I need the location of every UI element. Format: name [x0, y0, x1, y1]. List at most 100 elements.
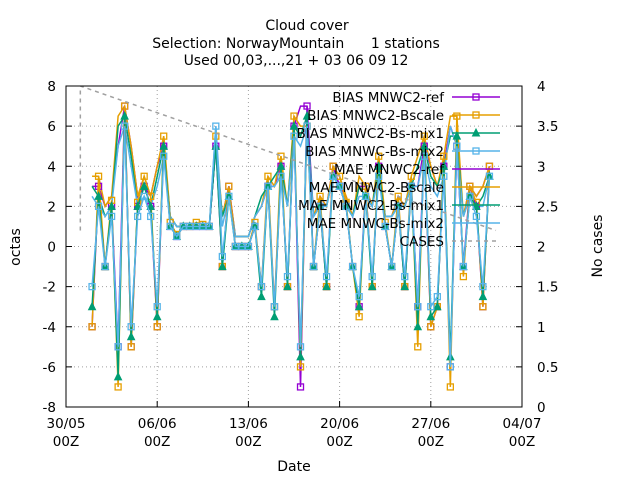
data-point	[375, 172, 383, 180]
axis-ticks: -8 -6 -4 -2 0 2 4 6 8 0 0.5 1 1.5 2 2.5 3 3.5 4 30/05 00Z 06…	[43, 79, 559, 450]
data-point	[152, 311, 162, 321]
x-tick-label-time: 00Z	[53, 434, 79, 450]
legend-entry-mae-mnwc2-bs-mix1: MAE MNWC2-Bs-mix1	[298, 198, 500, 214]
data-point	[355, 313, 363, 321]
legend: BIAS MNWC2-ref BIAS MNWC2-Bscale BIAS MNWC…	[297, 90, 500, 250]
data-point	[439, 161, 449, 170]
data-point	[433, 301, 442, 311]
data-point	[225, 192, 233, 200]
series-line	[91, 126, 491, 367]
data-point	[362, 192, 370, 200]
data-point	[218, 252, 226, 261]
data-point	[140, 172, 148, 180]
data-point	[257, 282, 266, 291]
x-tick-label-date: 27/06	[411, 416, 450, 432]
data-point	[127, 343, 135, 351]
data-point	[472, 111, 480, 119]
data-point	[283, 281, 292, 291]
x-tick-label-date: 13/06	[229, 416, 268, 432]
data-point	[472, 201, 481, 210]
data-point	[276, 161, 286, 170]
data-point	[420, 152, 428, 160]
data-point	[335, 182, 344, 190]
data-point	[114, 343, 122, 351]
data-point	[173, 232, 181, 241]
data-point	[479, 303, 487, 311]
data-point	[394, 202, 402, 211]
data-point	[147, 212, 155, 221]
data-point	[126, 331, 136, 341]
legend-entry-mae-mnwc-bs-mix2: MAE MNWC-Bs-mix2	[307, 216, 500, 232]
data-point	[414, 303, 422, 311]
data-point	[257, 291, 266, 301]
data-point	[113, 371, 123, 381]
data-point	[134, 212, 142, 221]
data-point	[427, 323, 435, 331]
data-point	[459, 262, 468, 271]
y-tick-label: 6	[47, 119, 56, 135]
x-tick-label-time: 00Z	[326, 434, 352, 450]
data-point	[277, 152, 285, 160]
data-point	[290, 112, 298, 120]
data-point	[160, 152, 168, 160]
data-point	[479, 282, 487, 291]
data-point	[472, 147, 480, 155]
legend-entry-bias-mnwc2-bscale: BIAS MNWC2-Bscale	[307, 108, 500, 124]
series-cases	[79, 86, 497, 232]
data-point	[296, 383, 305, 391]
series-line	[79, 86, 497, 232]
data-point	[146, 201, 155, 210]
data-point	[153, 323, 161, 331]
data-point	[478, 291, 488, 301]
legend-entry-mae-mnwc2-ref: MAE MNWC2-ref	[334, 162, 500, 178]
data-point	[303, 102, 311, 110]
legend-label: BIAS MNWC2-ref	[332, 90, 445, 106]
series-bias-mnwc-bs-mix2	[88, 122, 494, 371]
data-point	[446, 383, 454, 391]
data-point	[270, 303, 279, 311]
data-point	[354, 301, 364, 311]
data-point	[139, 181, 149, 190]
data-point	[88, 282, 96, 291]
data-point	[94, 191, 103, 200]
legend-entry-bias-mnwc-bs-mix2: BIAS MNWC-Bs-mix2	[305, 144, 500, 160]
data-point	[433, 293, 441, 301]
data-point	[453, 112, 461, 120]
data-point	[296, 363, 305, 371]
y2-tick-label: 4	[537, 79, 546, 95]
data-point	[296, 351, 305, 361]
chart-title-line-3: Used 00,03,...,21 + 03 06 09 12	[184, 53, 409, 69]
legend-entry-mae-mnwc2-bscale: MAE MNWC2-Bscale	[309, 180, 500, 196]
y-tick-label: -4	[43, 320, 56, 336]
data-point	[133, 201, 142, 210]
y2-tick-label: 1	[537, 320, 546, 336]
x-tick-label-time: 00Z	[144, 434, 170, 450]
data-point	[270, 311, 279, 321]
x-tick-label-date: 20/06	[320, 416, 359, 432]
data-point	[212, 122, 220, 130]
data-point	[94, 202, 103, 211]
x-tick-label-date: 04/07	[503, 416, 542, 432]
y-tick-label: 8	[47, 79, 56, 95]
data-point	[316, 202, 324, 211]
legend-label: MAE MNWC2-Bs-mix1	[298, 198, 444, 214]
legend-label: BIAS MNWC2-Bs-mix1	[297, 126, 445, 142]
data-point	[459, 272, 468, 281]
data-point	[153, 303, 161, 311]
data-point	[342, 202, 350, 211]
y2-tick-label: 3.5	[537, 119, 558, 135]
y2-tick-label: 2	[537, 240, 546, 256]
data-point	[316, 192, 324, 200]
legend-label: MAE MNWC-Bs-mix2	[307, 216, 444, 232]
data-point	[244, 242, 253, 251]
data-point	[471, 127, 481, 137]
data-point	[302, 110, 312, 120]
legend-label: CASES	[400, 234, 444, 250]
data-point	[140, 192, 148, 200]
data-point	[427, 303, 435, 311]
x-tick-label-time: 00Z	[418, 434, 444, 450]
data-point	[355, 293, 363, 301]
data-point	[413, 321, 423, 331]
y-tick-label: 0	[47, 240, 56, 256]
